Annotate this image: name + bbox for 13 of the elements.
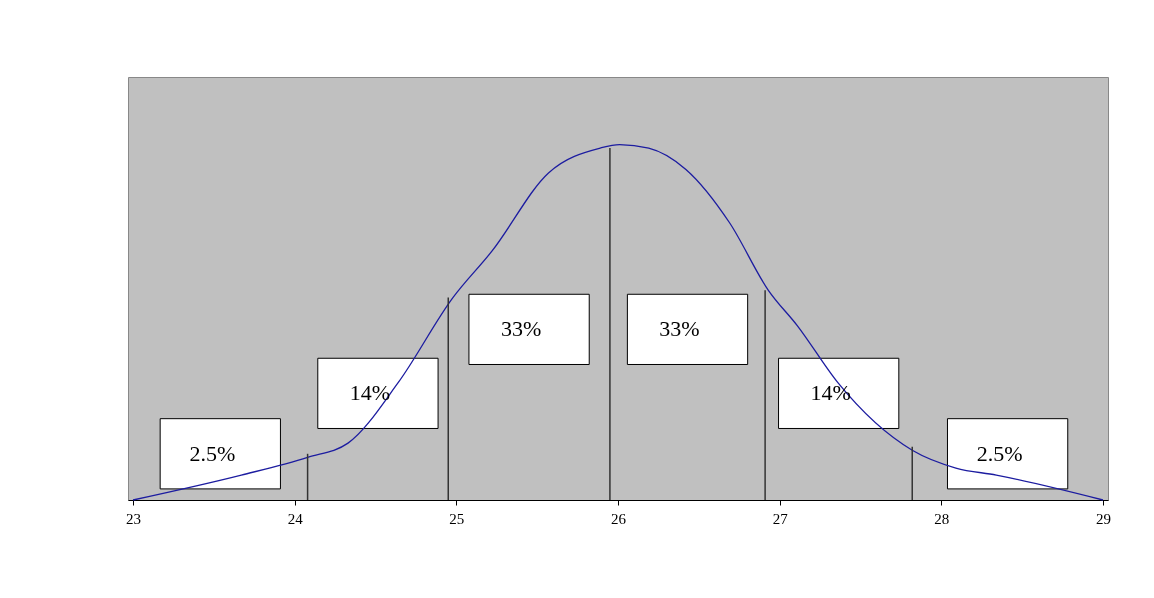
annotation: 2.5%	[189, 440, 236, 466]
x-tick-label: 23	[126, 510, 141, 527]
x-tick-label: 25	[449, 510, 465, 527]
annotation: 14%	[349, 380, 391, 406]
x-tick-label: 26	[611, 510, 627, 527]
x-tick-label: 28	[934, 510, 950, 527]
annotation: 14%	[810, 380, 851, 406]
x-tick-label: 29	[1096, 510, 1111, 527]
annotation: 33%	[659, 316, 700, 342]
annotation: 33%	[500, 316, 542, 342]
x-tick-label: 27	[772, 510, 789, 527]
x-tick-label: 24	[287, 510, 304, 527]
annotation: 2.5%	[976, 440, 1023, 466]
